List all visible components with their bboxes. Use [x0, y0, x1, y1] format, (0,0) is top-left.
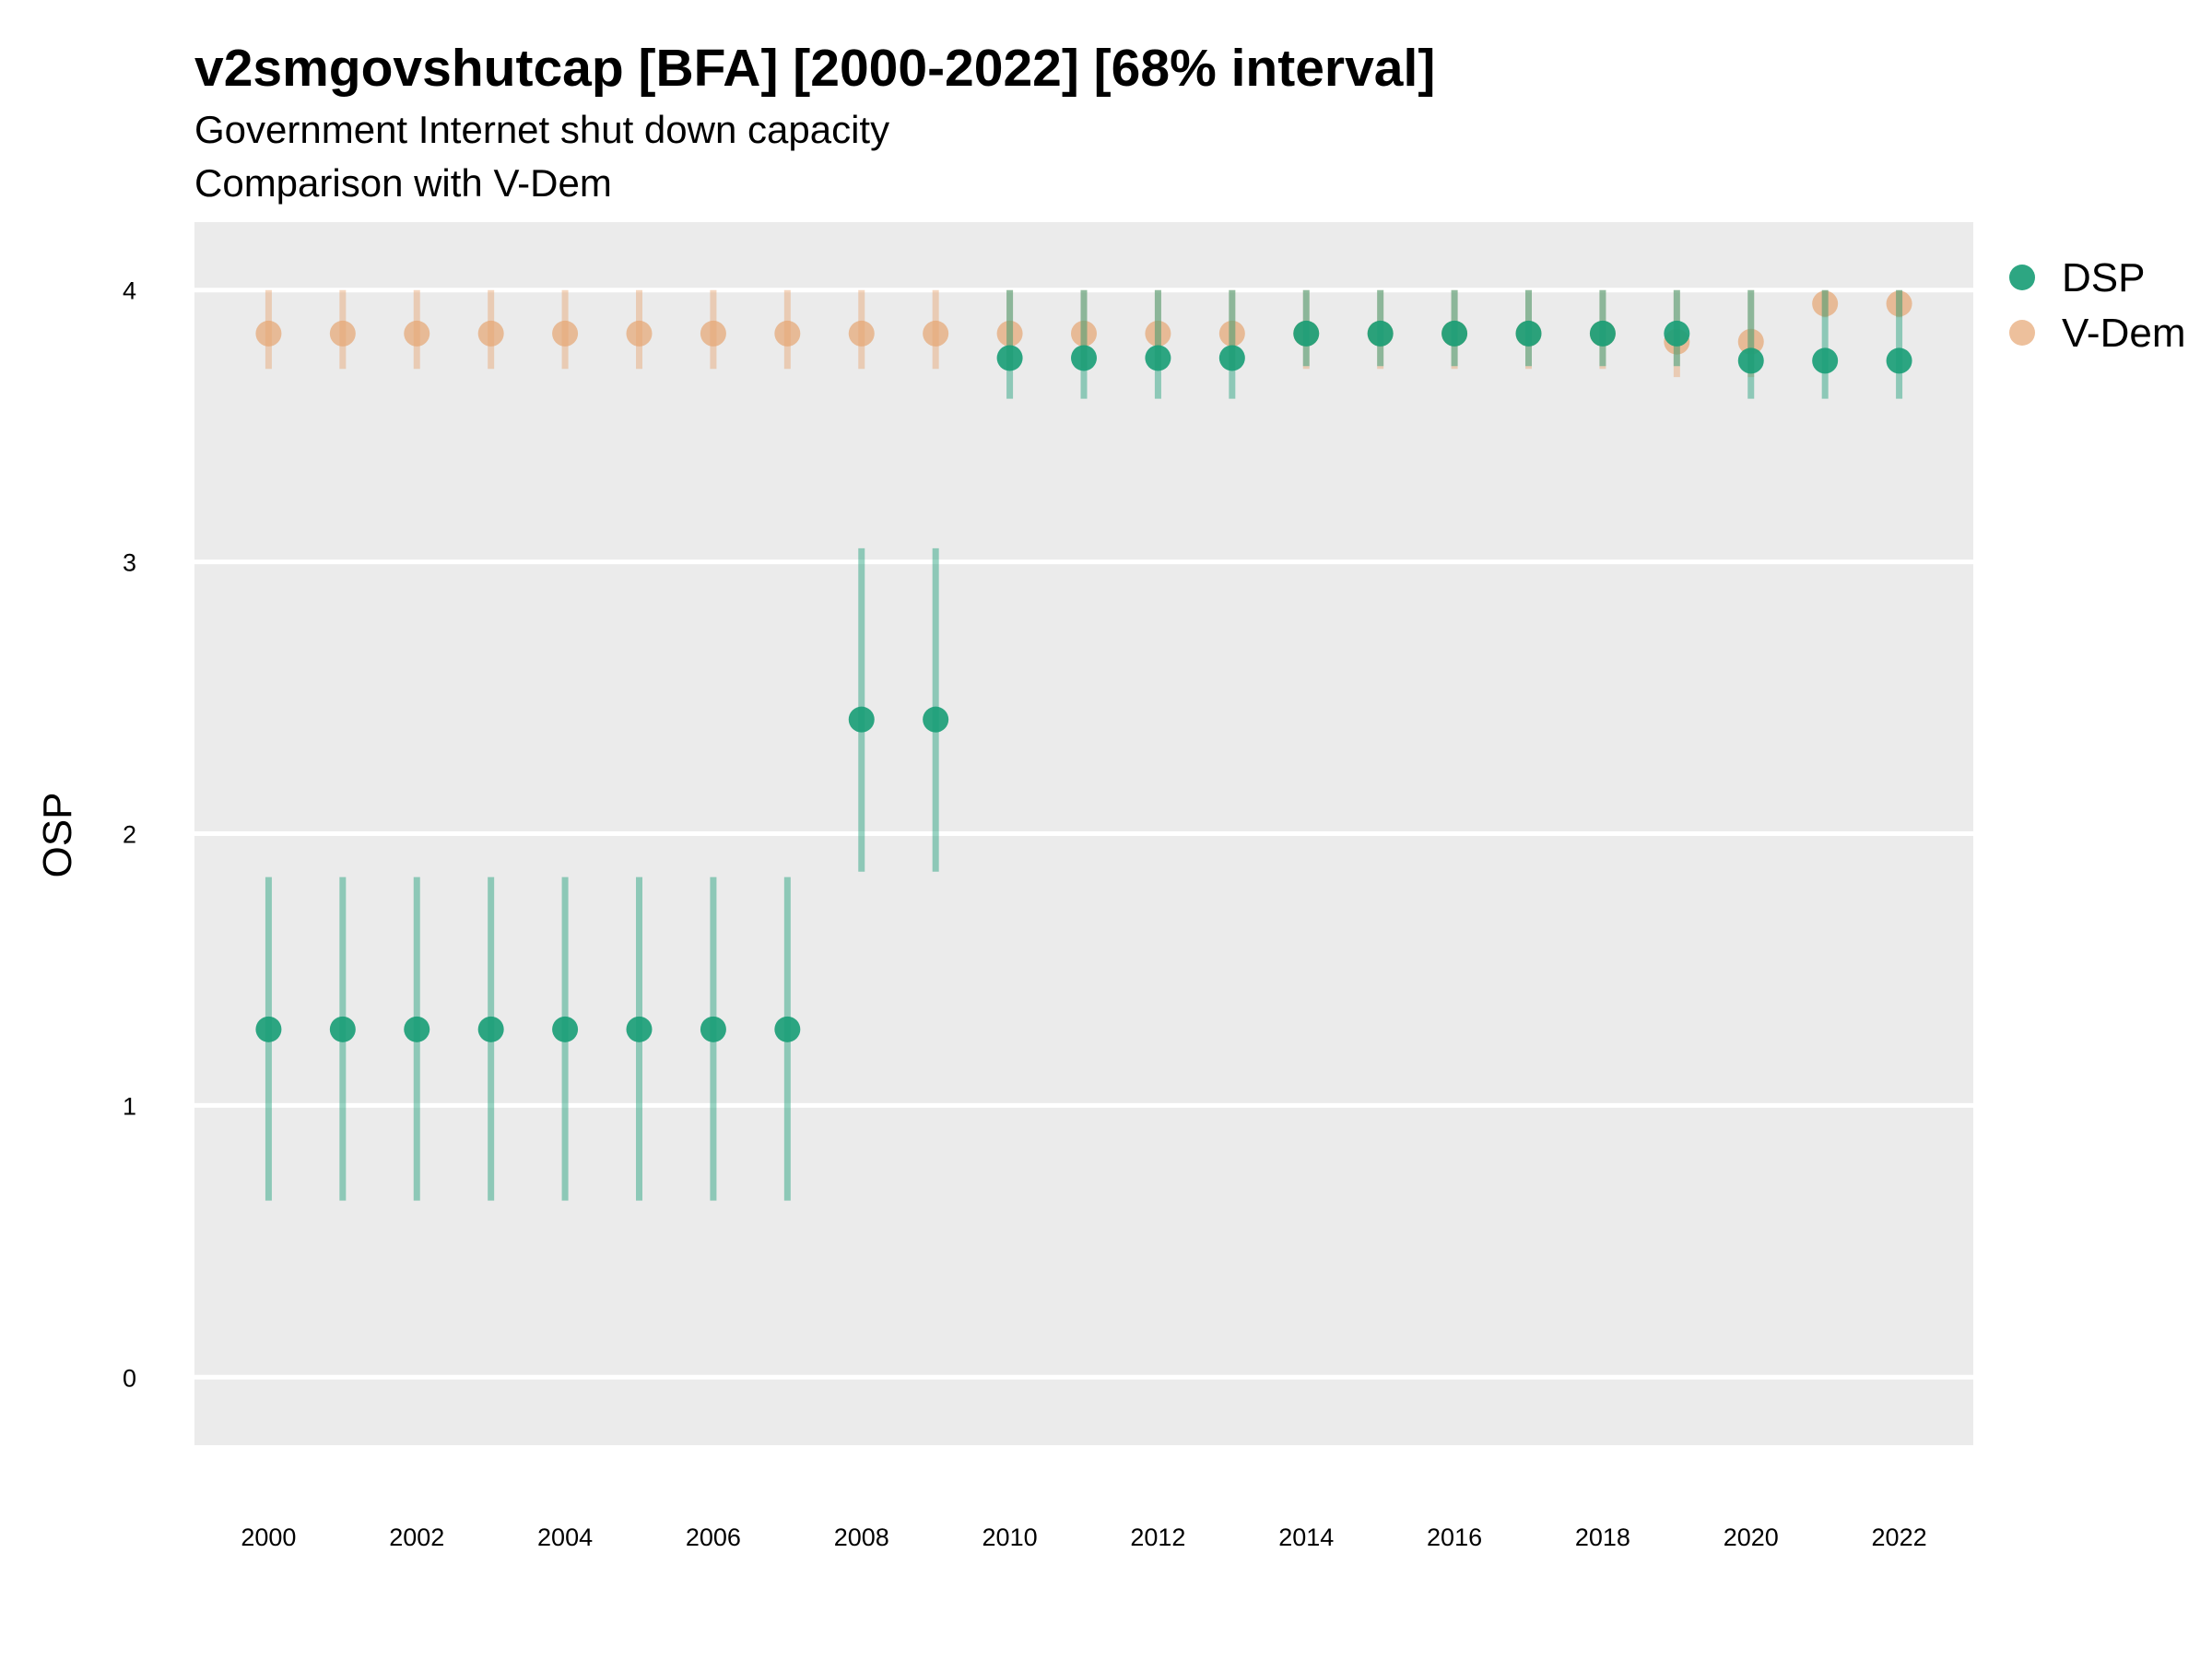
legend-label-dsp: DSP: [2062, 255, 2145, 300]
x-tick-label: 2002: [389, 1524, 444, 1551]
data-point: [404, 1016, 430, 1042]
data-point: [1441, 320, 1468, 347]
data-point: [1812, 290, 1839, 317]
data-point: [996, 320, 1023, 347]
data-point: [1367, 320, 1394, 347]
data-point: [1145, 345, 1171, 371]
x-tick-label: 2020: [1724, 1524, 1779, 1551]
legend-swatch-dsp: [2009, 265, 2035, 290]
legend-swatch-v-dem: [2009, 320, 2035, 346]
chart-subtitle-line-1: Government Internet shut down capacity: [194, 108, 889, 151]
chart-subtitle-line-2: Comparison with V-Dem: [194, 161, 612, 205]
y-tick-label: 0: [123, 1364, 136, 1392]
data-point: [404, 320, 430, 347]
data-point: [255, 320, 282, 347]
data-point: [1071, 345, 1097, 371]
y-tick-label: 1: [123, 1092, 136, 1120]
x-tick-label: 2004: [537, 1524, 593, 1551]
data-point: [552, 320, 579, 347]
y-tick-label: 3: [123, 549, 136, 577]
y-axis-title: OSP: [35, 793, 80, 878]
data-point: [1737, 328, 1764, 355]
data-point: [1071, 320, 1097, 347]
data-point: [1145, 320, 1171, 347]
x-tick-label: 2022: [1872, 1524, 1927, 1551]
data-point: [848, 706, 875, 733]
data-point: [329, 1016, 356, 1042]
data-point: [1737, 347, 1764, 374]
legend: DSP V-Dem: [2009, 255, 2185, 356]
data-point: [1293, 320, 1320, 347]
data-point: [477, 320, 504, 347]
data-point: [923, 706, 949, 733]
data-point: [626, 1016, 653, 1042]
x-axis-ticks: 2000 2002 2004 2006 2008 2010 2012 2014 2016 2018…: [241, 1524, 1926, 1551]
y-axis-ticks: 0 1 2 3 4: [123, 277, 136, 1393]
data-point: [1589, 320, 1616, 347]
data-point: [1664, 320, 1690, 347]
data-point: [774, 1016, 801, 1042]
y-tick-label: 2: [123, 821, 136, 849]
data-point: [1218, 320, 1245, 347]
grid-lines: [194, 288, 1973, 1380]
data-point: [996, 345, 1023, 371]
data-point: [1886, 290, 1912, 317]
data-point: [700, 1016, 726, 1042]
data-point: [1886, 347, 1912, 374]
x-tick-label: 2000: [241, 1524, 296, 1551]
x-tick-label: 2010: [982, 1524, 1038, 1551]
x-tick-label: 2006: [686, 1524, 741, 1551]
data-point: [552, 1016, 579, 1042]
data-point: [774, 320, 801, 347]
x-tick-label: 2012: [1130, 1524, 1185, 1551]
chart-title: v2smgovshutcap [BFA] [2000-2022] [68% in…: [194, 39, 1435, 98]
data-point: [1515, 320, 1542, 347]
data-point: [255, 1016, 282, 1042]
data-point: [1218, 345, 1245, 371]
y-tick-label: 4: [123, 277, 136, 305]
data-point: [1812, 347, 1839, 374]
series-dsp: [255, 289, 1912, 1201]
data-point: [329, 320, 356, 347]
data-series: [255, 289, 1912, 1201]
data-point: [626, 320, 653, 347]
x-tick-label: 2016: [1427, 1524, 1482, 1551]
legend-label-v-dem: V-Dem: [2062, 311, 2185, 356]
data-point: [477, 1016, 504, 1042]
x-tick-label: 2014: [1278, 1524, 1334, 1551]
data-point: [923, 320, 949, 347]
x-tick-label: 2008: [834, 1524, 889, 1551]
data-point: [848, 320, 875, 347]
x-tick-label: 2018: [1575, 1524, 1630, 1551]
data-point: [700, 320, 726, 347]
